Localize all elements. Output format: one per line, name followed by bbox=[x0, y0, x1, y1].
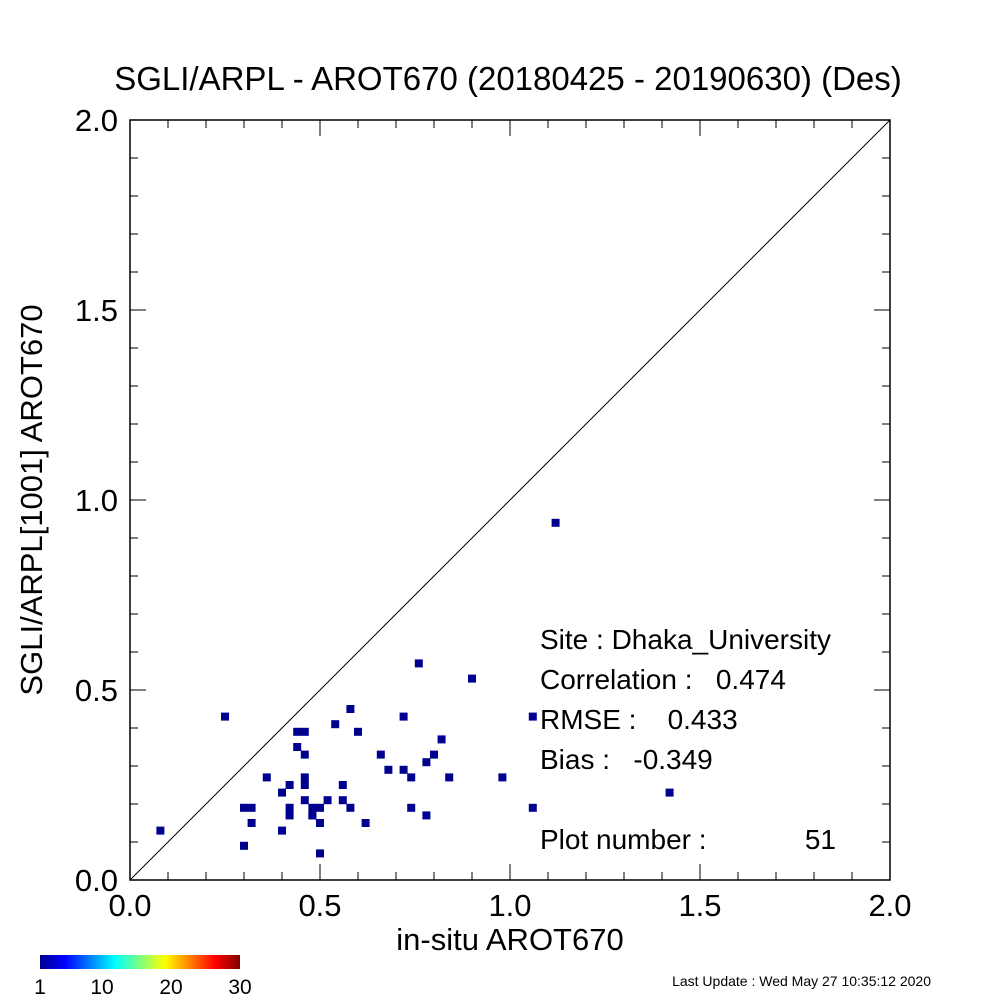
data-point bbox=[407, 773, 416, 782]
data-point bbox=[316, 819, 324, 827]
correlation-text: Correlation : 0.474 bbox=[540, 664, 786, 695]
colorbar bbox=[40, 955, 240, 969]
x-tick-label: 1.0 bbox=[488, 888, 531, 923]
data-point bbox=[300, 727, 309, 736]
data-point bbox=[308, 811, 317, 820]
plot-number-label: Plot number : bbox=[540, 824, 707, 855]
last-update-text: Last Update : Wed May 27 10:35:12 2020 bbox=[672, 973, 931, 989]
y-tick-label: 0.5 bbox=[75, 673, 118, 708]
data-point bbox=[300, 750, 309, 759]
data-point bbox=[300, 773, 309, 782]
data-point bbox=[422, 758, 431, 767]
data-point bbox=[240, 841, 248, 850]
x-tick-label: 1.5 bbox=[678, 888, 721, 923]
y-tick-label: 0.0 bbox=[75, 863, 118, 898]
data-point bbox=[384, 765, 393, 774]
data-point bbox=[278, 826, 286, 835]
data-point bbox=[316, 803, 324, 812]
data-point bbox=[247, 803, 256, 812]
y-tick-label: 1.5 bbox=[75, 293, 118, 328]
plot-frame bbox=[129, 119, 891, 881]
data-point bbox=[346, 803, 355, 812]
data-point bbox=[665, 788, 674, 797]
data-point bbox=[247, 819, 256, 827]
x-tick-label: 0.0 bbox=[108, 888, 151, 923]
data-point bbox=[414, 659, 423, 668]
data-point bbox=[323, 796, 332, 805]
data-point bbox=[361, 819, 370, 827]
stats-block: Site : Dhaka_University Correlation : 0.… bbox=[540, 624, 836, 855]
data-point bbox=[430, 750, 438, 759]
y-tick-label: 1.0 bbox=[75, 483, 118, 518]
data-point bbox=[278, 788, 286, 797]
data-point bbox=[498, 773, 507, 782]
data-point bbox=[468, 674, 476, 683]
y-axis-label: SGLI/ARPL[1001] AROT670 bbox=[14, 304, 49, 695]
x-tick-label: 0.5 bbox=[298, 888, 341, 923]
data-point bbox=[346, 705, 355, 713]
colorbar-tick-label: 10 bbox=[90, 976, 113, 999]
data-point bbox=[338, 796, 347, 805]
data-point bbox=[156, 826, 165, 835]
bias-text: Bias : -0.349 bbox=[540, 744, 713, 775]
chart-title: SGLI/ARPL - AROT670 (20180425 - 20190630… bbox=[114, 60, 902, 97]
data-point bbox=[437, 735, 446, 744]
data-point bbox=[354, 727, 362, 736]
data-point bbox=[338, 781, 347, 789]
plot-number-value: 51 bbox=[805, 824, 836, 855]
data-point bbox=[528, 712, 537, 721]
data-point bbox=[407, 803, 416, 812]
colorbar-labels: 1 10 20 30 bbox=[34, 976, 252, 999]
data-points bbox=[156, 518, 674, 858]
colorbar-tick-label: 30 bbox=[228, 976, 251, 999]
data-point bbox=[445, 773, 454, 782]
x-axis-label: in-situ AROT670 bbox=[396, 922, 623, 957]
data-point bbox=[293, 743, 302, 751]
data-point bbox=[240, 803, 248, 812]
one-to-one-line bbox=[129, 119, 891, 881]
data-point bbox=[422, 811, 431, 820]
data-point bbox=[293, 727, 302, 736]
colorbar-tick-label: 1 bbox=[34, 976, 46, 999]
data-point bbox=[285, 811, 294, 820]
data-point bbox=[308, 803, 317, 812]
data-point bbox=[285, 781, 294, 789]
site-text: Site : Dhaka_University bbox=[540, 624, 831, 655]
data-point bbox=[528, 803, 537, 812]
data-point bbox=[316, 849, 324, 858]
rmse-text: RMSE : 0.433 bbox=[540, 704, 738, 735]
data-point bbox=[300, 796, 309, 805]
data-point bbox=[262, 773, 271, 782]
data-point bbox=[300, 781, 309, 789]
data-point bbox=[551, 518, 560, 527]
x-tick-label: 2.0 bbox=[868, 888, 911, 923]
data-point bbox=[376, 750, 385, 759]
colorbar-tick-label: 20 bbox=[159, 976, 182, 999]
data-point bbox=[399, 712, 408, 721]
data-point bbox=[221, 712, 229, 721]
tick-labels: 0.0 0.5 1.0 1.5 2.0 0.0 0.5 1.0 1.5 2.0 bbox=[75, 103, 912, 923]
data-point bbox=[331, 720, 340, 729]
y-tick-label: 2.0 bbox=[75, 103, 118, 138]
data-point bbox=[399, 765, 408, 774]
data-point bbox=[285, 803, 294, 812]
